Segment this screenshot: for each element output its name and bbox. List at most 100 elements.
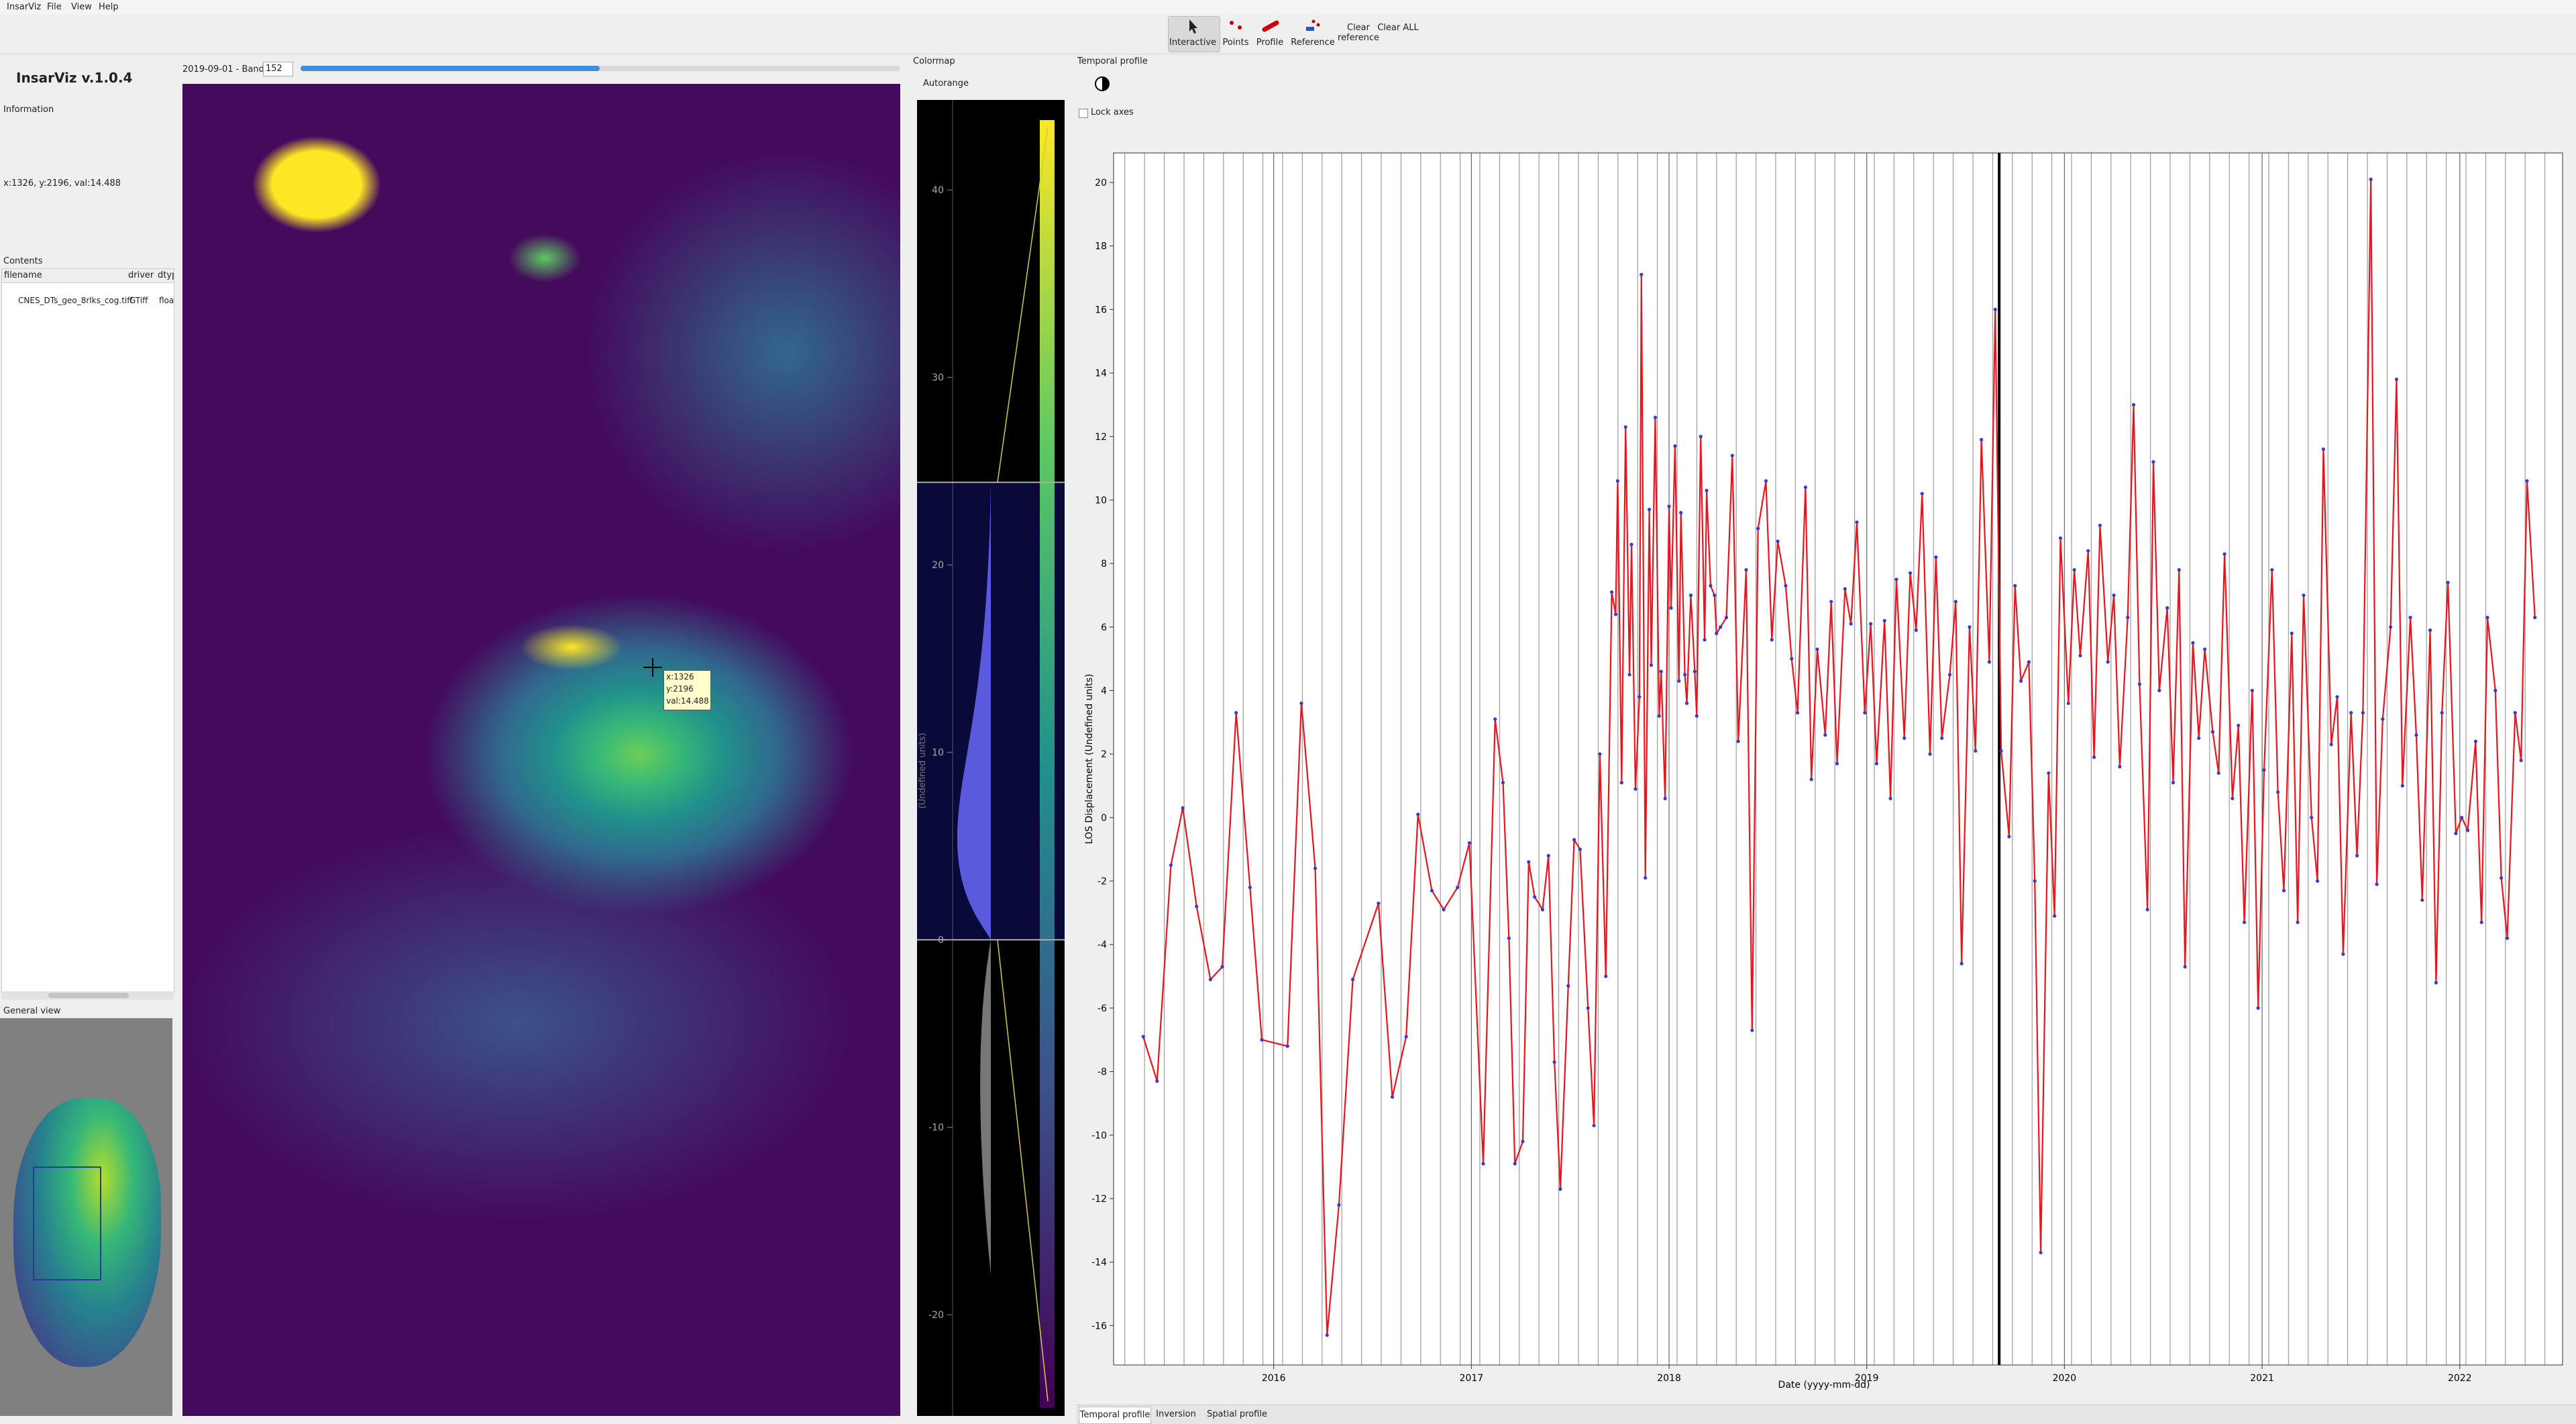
profile-point [2454,831,2458,836]
profile-point [1882,618,1886,622]
active-tool-highlight [1168,16,1220,52]
tooltip-line: y:2196 [666,684,694,694]
column-header: dtyp [158,270,174,280]
y-tick-label: -8 [1097,1067,1107,1078]
profile-point [1953,600,1957,604]
profile-point [1663,796,1667,801]
profile-point [2092,755,2096,759]
table-header [2,269,174,283]
profile-point [1442,908,1446,912]
profile-point [2389,625,2393,629]
menu-item[interactable]: InsarViz [7,2,42,12]
profile-point [1736,739,1740,743]
profile-point [1653,415,1658,419]
histogram-shape [957,482,991,940]
profile-point [1234,711,1238,715]
menu-item[interactable]: File [47,2,62,12]
profile-point [1644,876,1648,880]
tool-button[interactable]: Clear ALL [1377,23,1419,33]
colormap-histogram: 40 30 20 10 0 -10 -20 (Undefined units) [917,100,1065,1416]
profile-point [1513,1162,1517,1166]
profile-point [1649,663,1654,667]
tab[interactable]: Inversion [1156,1409,1196,1419]
profile-point [1592,1124,1596,1128]
profile-point [1299,701,1303,706]
profile-point [1803,485,1807,490]
profile-point [1679,510,1683,514]
toolbar: Interactive Points Profile Reference Cle… [0,15,2576,54]
profile-point [2131,402,2136,407]
x-tick-label: 2018 [1657,1373,1681,1384]
tool-button[interactable]: Profile [1256,38,1284,48]
band-spinbox[interactable]: 152 [263,62,293,76]
profile-point [2408,615,2412,620]
profile-point [1558,1187,1562,1191]
profile-point [1894,578,1898,582]
band-slider[interactable] [301,66,900,71]
profile-point [1540,908,1545,912]
crosshair [643,667,662,668]
range-link [997,126,1049,483]
y-tick-label: 2 [1101,749,1107,760]
lock-axes-checkbox[interactable] [1079,109,1088,118]
profile-point [1790,657,1794,661]
profile-point [1527,860,1531,864]
x-tick-label: 2022 [2448,1373,2472,1384]
tool-button[interactable]: Clear reference [1337,23,1380,43]
tool-button[interactable]: Interactive [1169,38,1217,48]
menu-item[interactable]: Help [99,2,119,12]
tick-label: 20 [932,560,944,571]
profile-point [1169,863,1173,867]
profile-point [2525,479,2529,483]
profile-point [1699,435,1703,439]
profile-point [1869,622,1873,626]
profile-point [1507,936,1511,940]
y-tick-label: 16 [1095,305,1107,315]
profile-point [2191,641,2195,645]
profile-point [1947,673,1952,677]
tab[interactable]: Temporal profile [1079,1407,1151,1424]
tick-label: 40 [932,185,944,196]
profile-point [1855,520,1859,525]
profile-point [2118,765,2122,769]
profile-point [2019,679,2023,683]
tool-button[interactable]: Points [1222,38,1249,48]
profile-point [2493,688,2498,693]
panel-title: Temporal profile [1077,56,1148,66]
profile-point [1795,711,1800,715]
x-tick-label: 2017 [1460,1373,1484,1384]
profile-point [2500,876,2504,880]
profile-point [1688,593,1693,598]
profile-point [2072,567,2076,572]
profile-point [1627,673,1631,677]
date-label: 2019-09-01 - Band # [182,64,274,74]
profile-point [2183,965,2187,969]
profile-point [2473,739,2477,743]
tool-button[interactable]: Reference [1291,38,1335,48]
profile-point [1647,508,1652,512]
table-cell: GTiff [129,296,148,305]
scrollbar[interactable] [1,991,173,999]
y-tick-label: -12 [1091,1194,1107,1205]
profile-point [2434,981,2438,985]
profile-point [2465,828,2470,832]
view-rectangle[interactable] [33,1166,101,1280]
table-cell[interactable]: CNES_DTs_geo_8rlks_cog.tiff [18,296,133,305]
tab[interactable]: Spatial profile [1207,1409,1267,1419]
displacement-map[interactable]: x:1326 y:2196 val:14.488 [182,84,900,1416]
profile-point [2250,688,2254,693]
profile-point [2479,920,2483,924]
profile-point [1633,787,1638,791]
profile-point [1715,631,1719,635]
cursor-info: x:1326, y:2196, val:14.488 [3,178,121,188]
profile-point [1586,1006,1590,1010]
menu-item[interactable]: View [71,2,92,12]
temporal-profile-chart: Date (yyyy-mm-dd) -16 -14 -12 -10 -8 -6 -4 -2 0 2… [1084,152,2563,1390]
profile-point [1713,593,1717,598]
panel-title: Colormap [913,56,955,66]
profile-point [1669,606,1673,610]
y-tick-label: -10 [1091,1130,1107,1141]
contrast-icon[interactable] [1093,75,1111,93]
autorange-button[interactable]: Autorange [923,78,969,89]
